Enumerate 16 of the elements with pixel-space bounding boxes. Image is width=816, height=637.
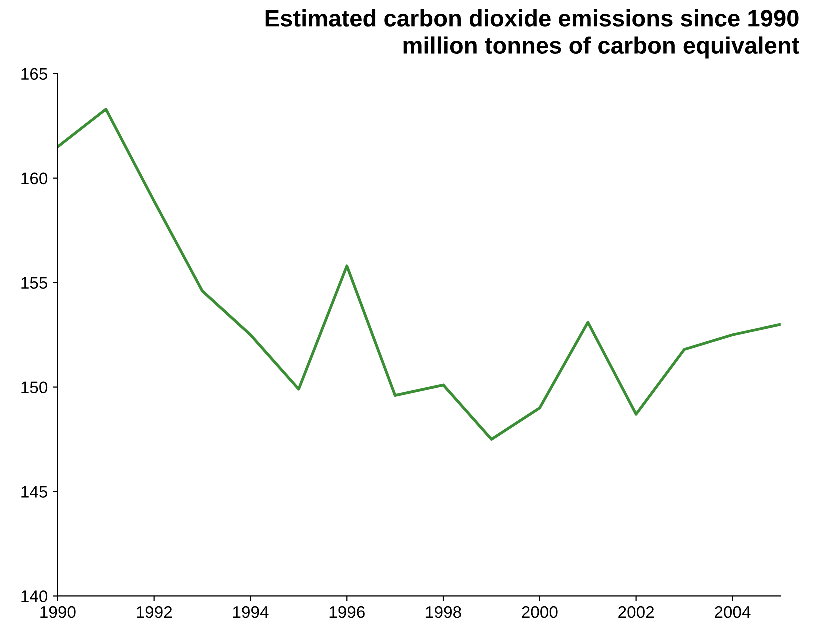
x-tick-label: 2000	[522, 606, 558, 618]
y-tick-label: 145	[22, 486, 48, 498]
chart-title: Estimated carbon dioxide emissions since 1990 million tonnes of carbon equivalent	[266, 10, 800, 59]
x-tick-label: 1992	[137, 606, 172, 618]
x-tick-label: 2002	[618, 606, 654, 618]
x-tick-label: 2004	[715, 606, 751, 618]
x-tick-label: 1990	[40, 606, 76, 618]
y-tick-label: 160	[22, 172, 48, 185]
y-tick-label: 150	[22, 382, 48, 394]
x-tick-label: 1998	[426, 606, 462, 618]
x-tick-label: 1996	[330, 606, 365, 618]
x-tick-label: 1994	[233, 606, 269, 618]
y-tick-label: 165	[22, 68, 48, 80]
line-series	[58, 108, 781, 441]
y-tick-label: 155	[22, 277, 48, 290]
y-tick-label: 140	[22, 590, 48, 602]
